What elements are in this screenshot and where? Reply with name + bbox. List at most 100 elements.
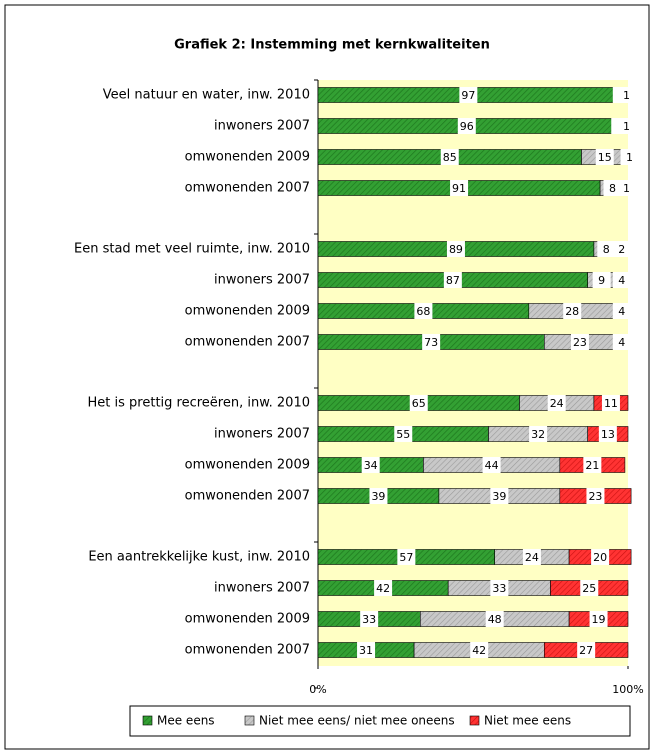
- data-label-bg: [529, 426, 548, 442]
- data-label-bg: [457, 118, 476, 134]
- x-tick-label: 100%: [612, 683, 643, 696]
- data-label: 23: [588, 490, 602, 503]
- category-label: omwonenden 2009: [185, 458, 310, 473]
- data-label: 31: [359, 644, 373, 657]
- data-label-bg: [617, 180, 636, 196]
- data-label-bg: [374, 580, 393, 596]
- category-label: omwonenden 2007: [185, 181, 310, 196]
- data-label: 8: [609, 182, 616, 195]
- data-label-bg: [440, 149, 459, 165]
- category-label: inwoners 2007: [214, 273, 310, 288]
- data-label-bg: [414, 303, 433, 319]
- category-label: Een stad met veel ruimte, inw. 2010: [74, 242, 310, 257]
- data-label: 23: [573, 336, 587, 349]
- data-label: 48: [488, 613, 502, 626]
- data-label: 21: [585, 459, 599, 472]
- category-label: inwoners 2007: [214, 581, 310, 596]
- data-label-bg: [397, 549, 416, 565]
- category-label: Het is prettig recreëren, inw. 2010: [88, 396, 310, 411]
- data-label: 1: [623, 89, 630, 102]
- data-label-bg: [470, 642, 489, 658]
- data-label: 89: [449, 243, 463, 256]
- data-label: 2: [618, 243, 625, 256]
- data-label-bg: [580, 580, 599, 596]
- data-label-bg: [617, 87, 636, 103]
- data-label-bg: [620, 149, 639, 165]
- data-label: 11: [604, 397, 618, 410]
- category-label: omwonenden 2009: [185, 304, 310, 319]
- data-label: 15: [598, 151, 612, 164]
- data-label-bg: [586, 488, 605, 504]
- data-label-bg: [595, 149, 614, 165]
- data-label-bg: [409, 395, 428, 411]
- legend-swatch: [244, 715, 255, 726]
- data-label-bg: [490, 488, 509, 504]
- data-label: 20: [593, 551, 607, 564]
- data-label: 27: [579, 644, 593, 657]
- category-label: inwoners 2007: [214, 427, 310, 442]
- data-label-bg: [577, 642, 596, 658]
- data-label-bg: [612, 303, 631, 319]
- data-label: 4: [618, 336, 625, 349]
- category-label: Veel natuur en water, inw. 2010: [103, 88, 310, 103]
- data-label-bg: [450, 180, 469, 196]
- category-label: omwonenden 2007: [185, 643, 310, 658]
- data-label-bg: [570, 334, 589, 350]
- legend-box: [129, 705, 631, 737]
- data-label: 97: [461, 89, 475, 102]
- data-label-bg: [443, 272, 462, 288]
- data-label-bg: [612, 241, 631, 257]
- data-label-bg: [394, 426, 413, 442]
- data-label: 25: [582, 582, 596, 595]
- data-label: 68: [416, 305, 430, 318]
- data-label: 39: [492, 490, 506, 503]
- data-label: 42: [376, 582, 390, 595]
- data-label-bg: [547, 395, 566, 411]
- data-label-bg: [357, 642, 376, 658]
- data-label-bg: [563, 303, 582, 319]
- data-label-bg: [482, 457, 501, 473]
- data-label: 85: [443, 151, 457, 164]
- data-label: 4: [618, 274, 625, 287]
- data-label-bg: [597, 241, 616, 257]
- data-label: 57: [399, 551, 413, 564]
- category-label: omwonenden 2009: [185, 612, 310, 627]
- data-label: 73: [424, 336, 438, 349]
- data-label: 1: [623, 182, 630, 195]
- data-label-bg: [591, 549, 610, 565]
- data-label: 65: [412, 397, 426, 410]
- category-label: omwonenden 2007: [185, 335, 310, 350]
- data-label: 44: [485, 459, 499, 472]
- data-label-bg: [485, 611, 504, 627]
- legend-label: Mee eens: [157, 714, 215, 728]
- data-label-bg: [612, 334, 631, 350]
- data-label-bg: [598, 426, 617, 442]
- data-label-bg: [617, 118, 636, 134]
- data-label: 1: [626, 151, 633, 164]
- data-label: 39: [371, 490, 385, 503]
- data-label-bg: [612, 272, 631, 288]
- data-label-bg: [361, 457, 380, 473]
- data-label-bg: [360, 611, 379, 627]
- plot-area: [318, 80, 628, 666]
- data-label-bg: [522, 549, 541, 565]
- data-label: 24: [550, 397, 564, 410]
- data-label: 4: [618, 305, 625, 318]
- chart-title: Grafiek 2: Instemming met kernkwaliteite…: [174, 38, 490, 53]
- data-label: 28: [565, 305, 579, 318]
- data-label: 55: [396, 428, 410, 441]
- data-label: 13: [601, 428, 615, 441]
- category-label: Een aantrekkelijke kust, inw. 2010: [88, 550, 310, 565]
- category-label: omwonenden 2007: [185, 489, 310, 504]
- data-label: 8: [603, 243, 610, 256]
- legend-label: Niet mee eens: [484, 714, 571, 728]
- data-label-bg: [601, 395, 620, 411]
- data-label-bg: [446, 241, 465, 257]
- category-label: omwonenden 2009: [185, 150, 310, 165]
- data-label-bg: [459, 87, 478, 103]
- legend-label: Niet mee eens/ niet mee oneens: [259, 714, 455, 728]
- data-label: 42: [472, 644, 486, 657]
- category-label: inwoners 2007: [214, 119, 310, 134]
